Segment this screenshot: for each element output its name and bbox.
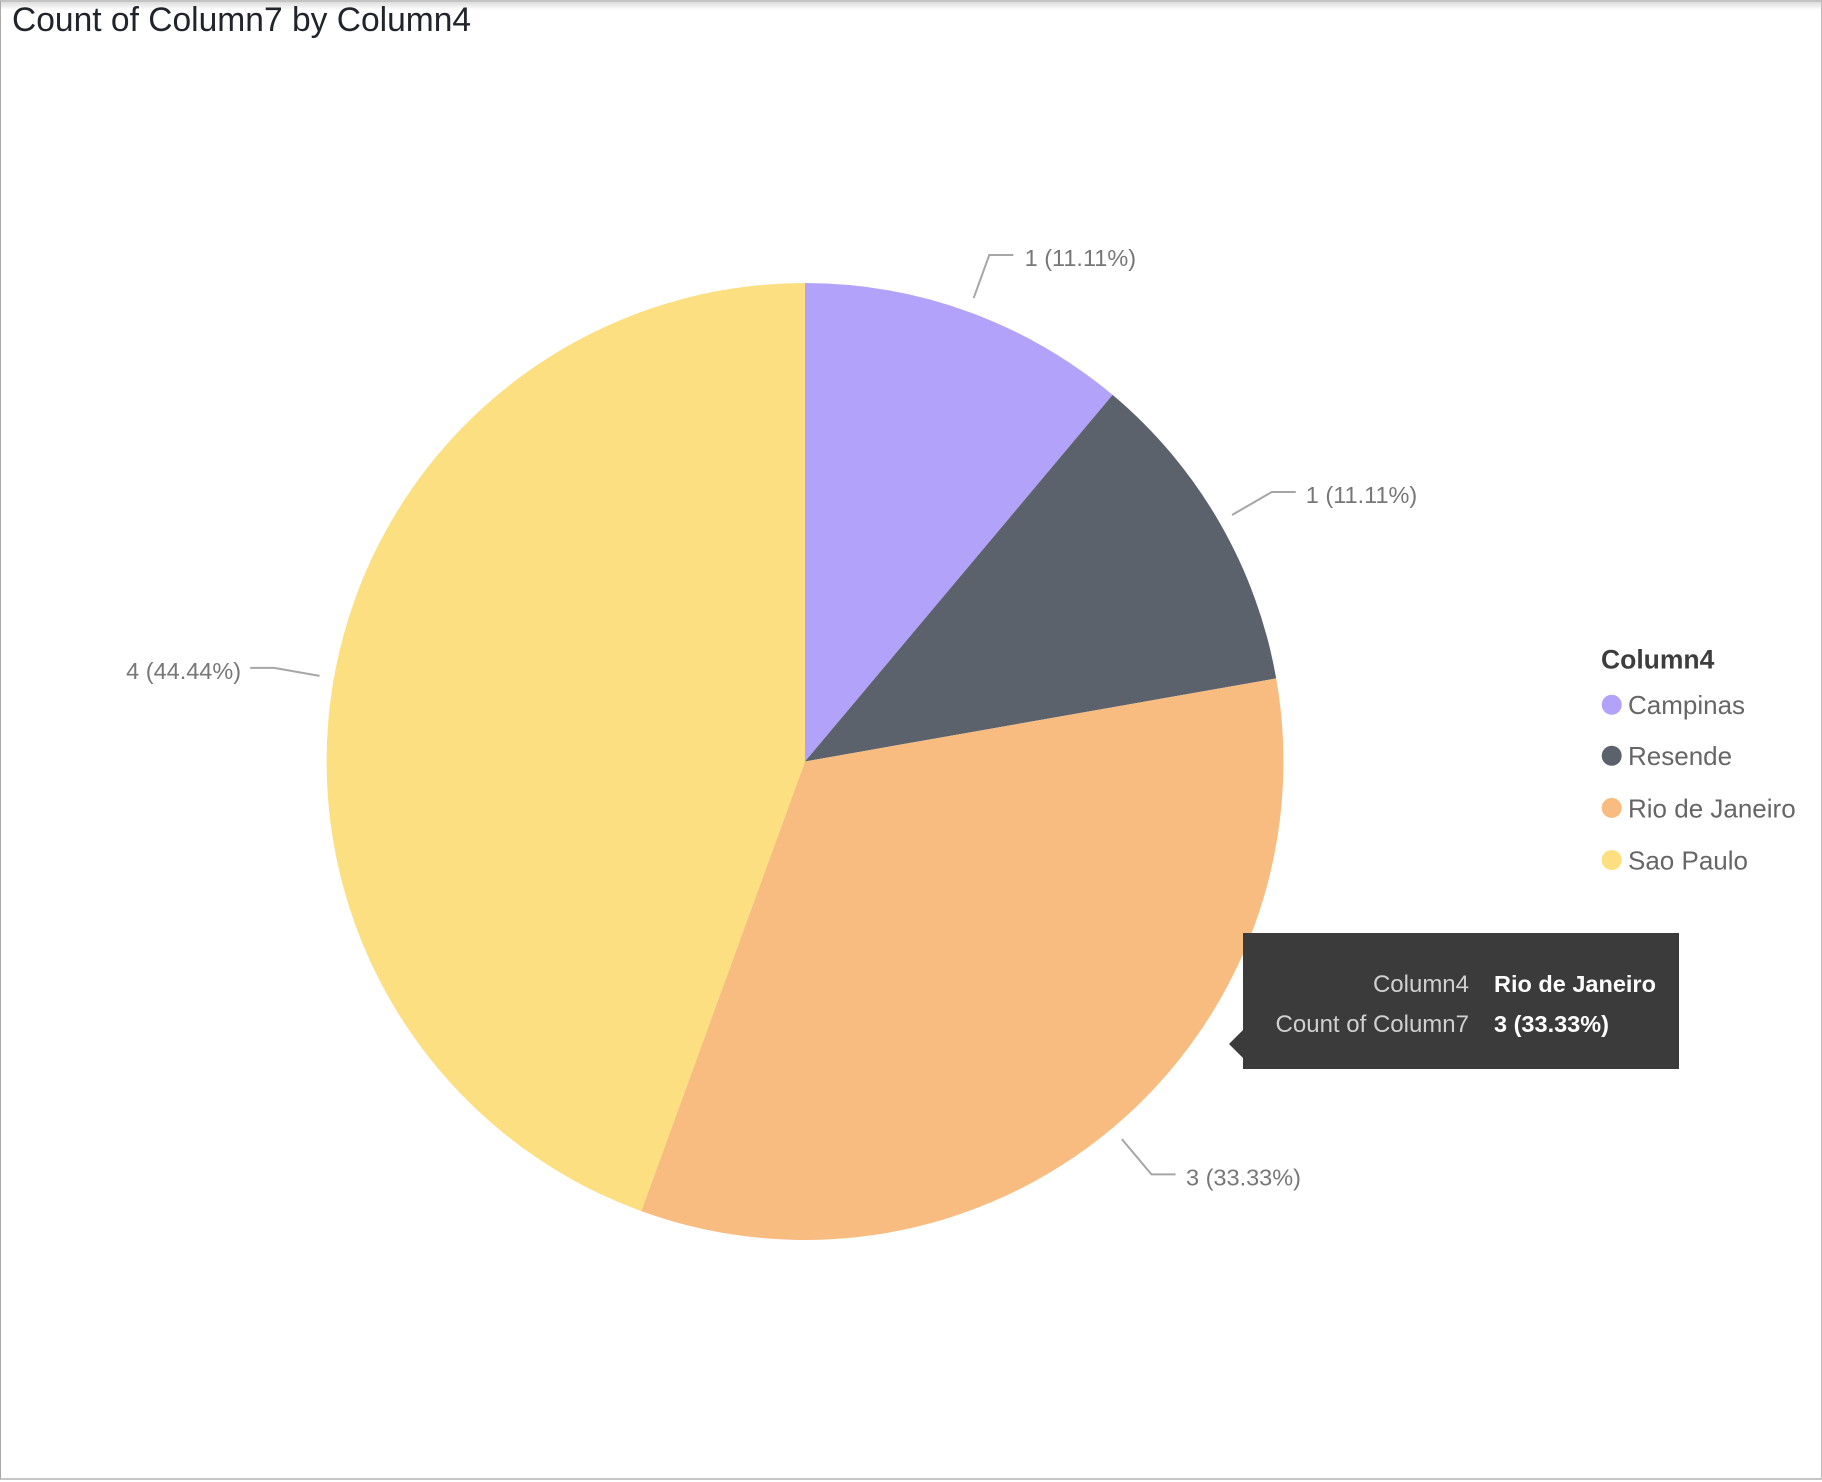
svg-text:Sao Paulo: Sao Paulo [1628, 845, 1748, 875]
svg-text:Rio de Janeiro: Rio de Janeiro [1628, 793, 1796, 823]
svg-text:Column4: Column4 [1601, 645, 1715, 675]
svg-text:Campinas: Campinas [1628, 690, 1745, 720]
svg-text:1 (11.11%): 1 (11.11%) [1025, 245, 1136, 271]
svg-text:4 (44.44%): 4 (44.44%) [126, 658, 241, 684]
svg-text:Resende: Resende [1628, 741, 1732, 771]
svg-text:1 (11.11%): 1 (11.11%) [1306, 482, 1417, 508]
svg-text:3 (33.33%): 3 (33.33%) [1186, 1164, 1301, 1190]
